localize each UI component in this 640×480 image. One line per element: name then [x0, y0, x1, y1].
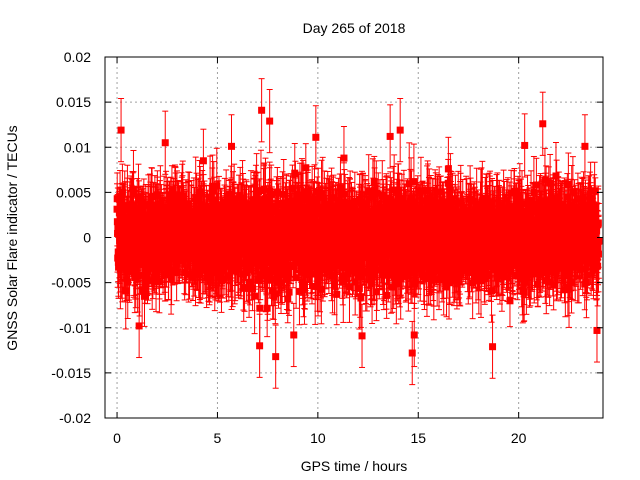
plot-area: [113, 78, 603, 389]
chart-title: Day 265 of 2018: [303, 20, 406, 36]
